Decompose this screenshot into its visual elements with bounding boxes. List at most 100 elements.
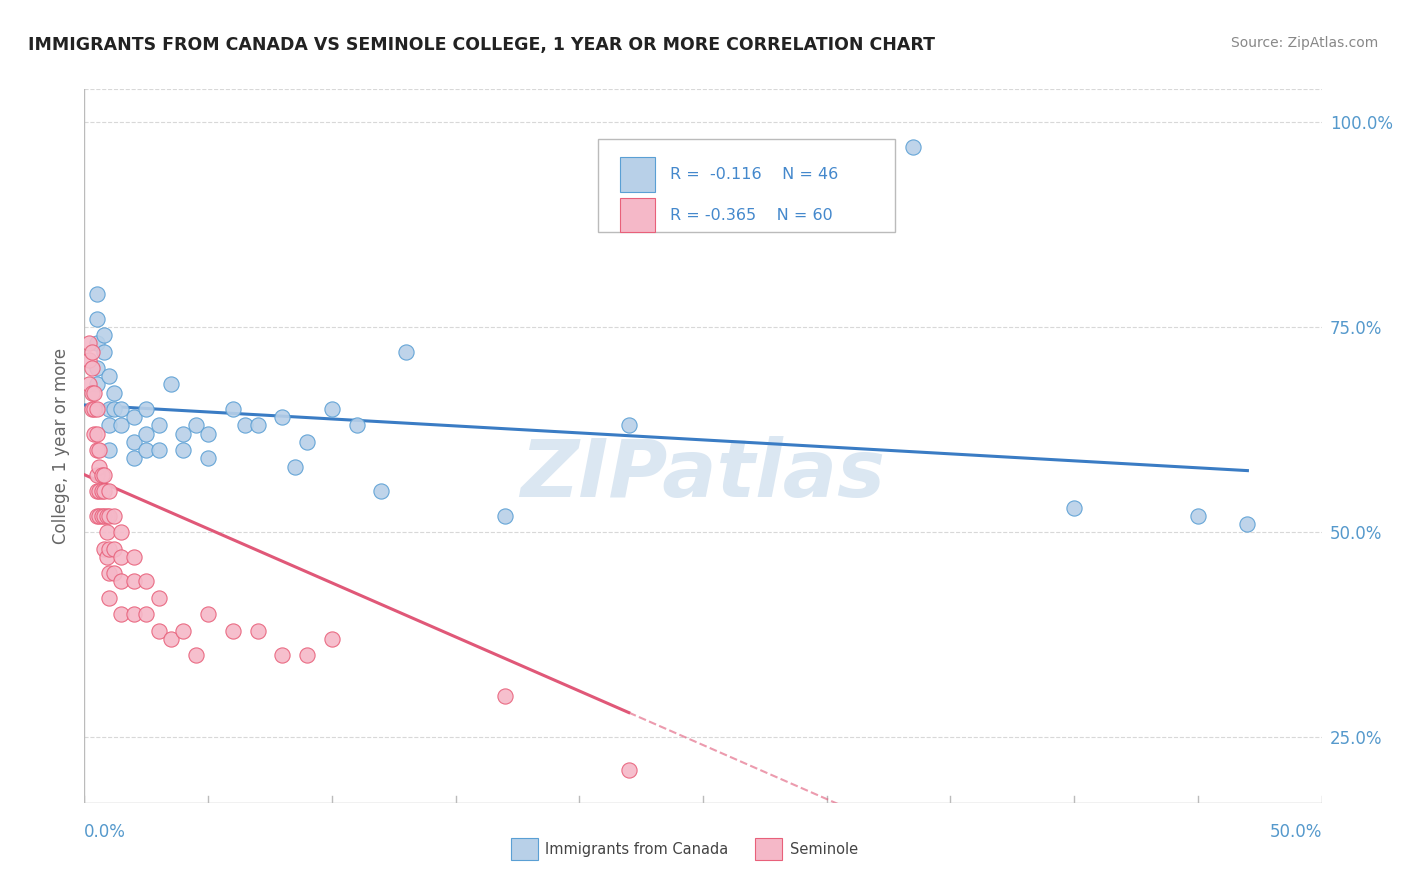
- Point: [86, 287, 108, 301]
- Point: [110, 574, 132, 589]
- Point: [148, 624, 170, 638]
- Point: [1236, 516, 1258, 531]
- Point: [86, 336, 108, 351]
- Point: [122, 549, 145, 564]
- Text: 0.0%: 0.0%: [84, 823, 127, 841]
- Point: [93, 344, 115, 359]
- Point: [172, 624, 194, 638]
- Point: [90, 467, 112, 482]
- Point: [86, 443, 108, 458]
- FancyBboxPatch shape: [598, 139, 894, 232]
- Point: [83, 402, 105, 417]
- Point: [1063, 500, 1085, 515]
- Point: [80, 402, 103, 417]
- Point: [617, 418, 640, 433]
- Point: [86, 467, 108, 482]
- Bar: [620, 157, 655, 192]
- Point: [197, 426, 219, 441]
- Point: [617, 763, 640, 777]
- Point: [86, 361, 108, 376]
- Point: [86, 402, 108, 417]
- Point: [148, 591, 170, 605]
- Text: ZIPatlas: ZIPatlas: [520, 435, 886, 514]
- Point: [122, 410, 145, 425]
- Point: [98, 443, 121, 458]
- Point: [89, 443, 111, 458]
- Point: [83, 385, 105, 400]
- Text: 50.0%: 50.0%: [1270, 823, 1322, 841]
- Point: [494, 508, 516, 523]
- Point: [172, 426, 194, 441]
- Point: [93, 484, 115, 499]
- Point: [103, 541, 125, 556]
- Point: [93, 508, 115, 523]
- Point: [321, 402, 343, 417]
- Point: [184, 418, 207, 433]
- Text: R =  -0.116    N = 46: R = -0.116 N = 46: [669, 167, 838, 182]
- Point: [233, 418, 256, 433]
- Point: [96, 549, 118, 564]
- Point: [184, 648, 207, 662]
- Point: [122, 434, 145, 449]
- Text: R = -0.365    N = 60: R = -0.365 N = 60: [669, 208, 832, 223]
- Point: [86, 508, 108, 523]
- Point: [98, 591, 121, 605]
- Point: [96, 525, 118, 540]
- Point: [903, 139, 925, 153]
- Point: [135, 607, 157, 622]
- Point: [110, 418, 132, 433]
- Text: Source: ZipAtlas.com: Source: ZipAtlas.com: [1230, 36, 1378, 50]
- Text: Immigrants from Canada: Immigrants from Canada: [544, 842, 728, 856]
- Point: [86, 484, 108, 499]
- Point: [222, 624, 245, 638]
- Point: [79, 336, 101, 351]
- Point: [98, 541, 121, 556]
- Point: [135, 443, 157, 458]
- Point: [135, 574, 157, 589]
- Point: [246, 624, 269, 638]
- Point: [103, 402, 125, 417]
- Point: [98, 566, 121, 581]
- Point: [271, 410, 294, 425]
- Point: [110, 549, 132, 564]
- Point: [197, 607, 219, 622]
- Point: [80, 361, 103, 376]
- Point: [98, 418, 121, 433]
- Point: [103, 385, 125, 400]
- Point: [122, 574, 145, 589]
- Text: IMMIGRANTS FROM CANADA VS SEMINOLE COLLEGE, 1 YEAR OR MORE CORRELATION CHART: IMMIGRANTS FROM CANADA VS SEMINOLE COLLE…: [28, 36, 935, 54]
- Point: [135, 426, 157, 441]
- Point: [80, 344, 103, 359]
- Point: [86, 426, 108, 441]
- Point: [271, 648, 294, 662]
- Point: [98, 484, 121, 499]
- Point: [93, 541, 115, 556]
- Point: [93, 467, 115, 482]
- Point: [79, 377, 101, 392]
- Point: [321, 632, 343, 646]
- Point: [79, 352, 101, 367]
- Point: [83, 426, 105, 441]
- Point: [98, 508, 121, 523]
- Point: [197, 451, 219, 466]
- Point: [89, 508, 111, 523]
- Point: [110, 402, 132, 417]
- Point: [86, 377, 108, 392]
- Point: [89, 459, 111, 474]
- Point: [246, 418, 269, 433]
- Point: [98, 369, 121, 384]
- Point: [103, 566, 125, 581]
- Point: [222, 402, 245, 417]
- Point: [284, 459, 307, 474]
- Point: [93, 328, 115, 343]
- Point: [370, 484, 392, 499]
- Point: [160, 632, 183, 646]
- Point: [103, 508, 125, 523]
- Text: Seminole: Seminole: [790, 842, 858, 856]
- Bar: [755, 838, 782, 860]
- Point: [160, 377, 183, 392]
- Point: [122, 451, 145, 466]
- Point: [80, 385, 103, 400]
- Point: [1187, 508, 1209, 523]
- Point: [346, 418, 368, 433]
